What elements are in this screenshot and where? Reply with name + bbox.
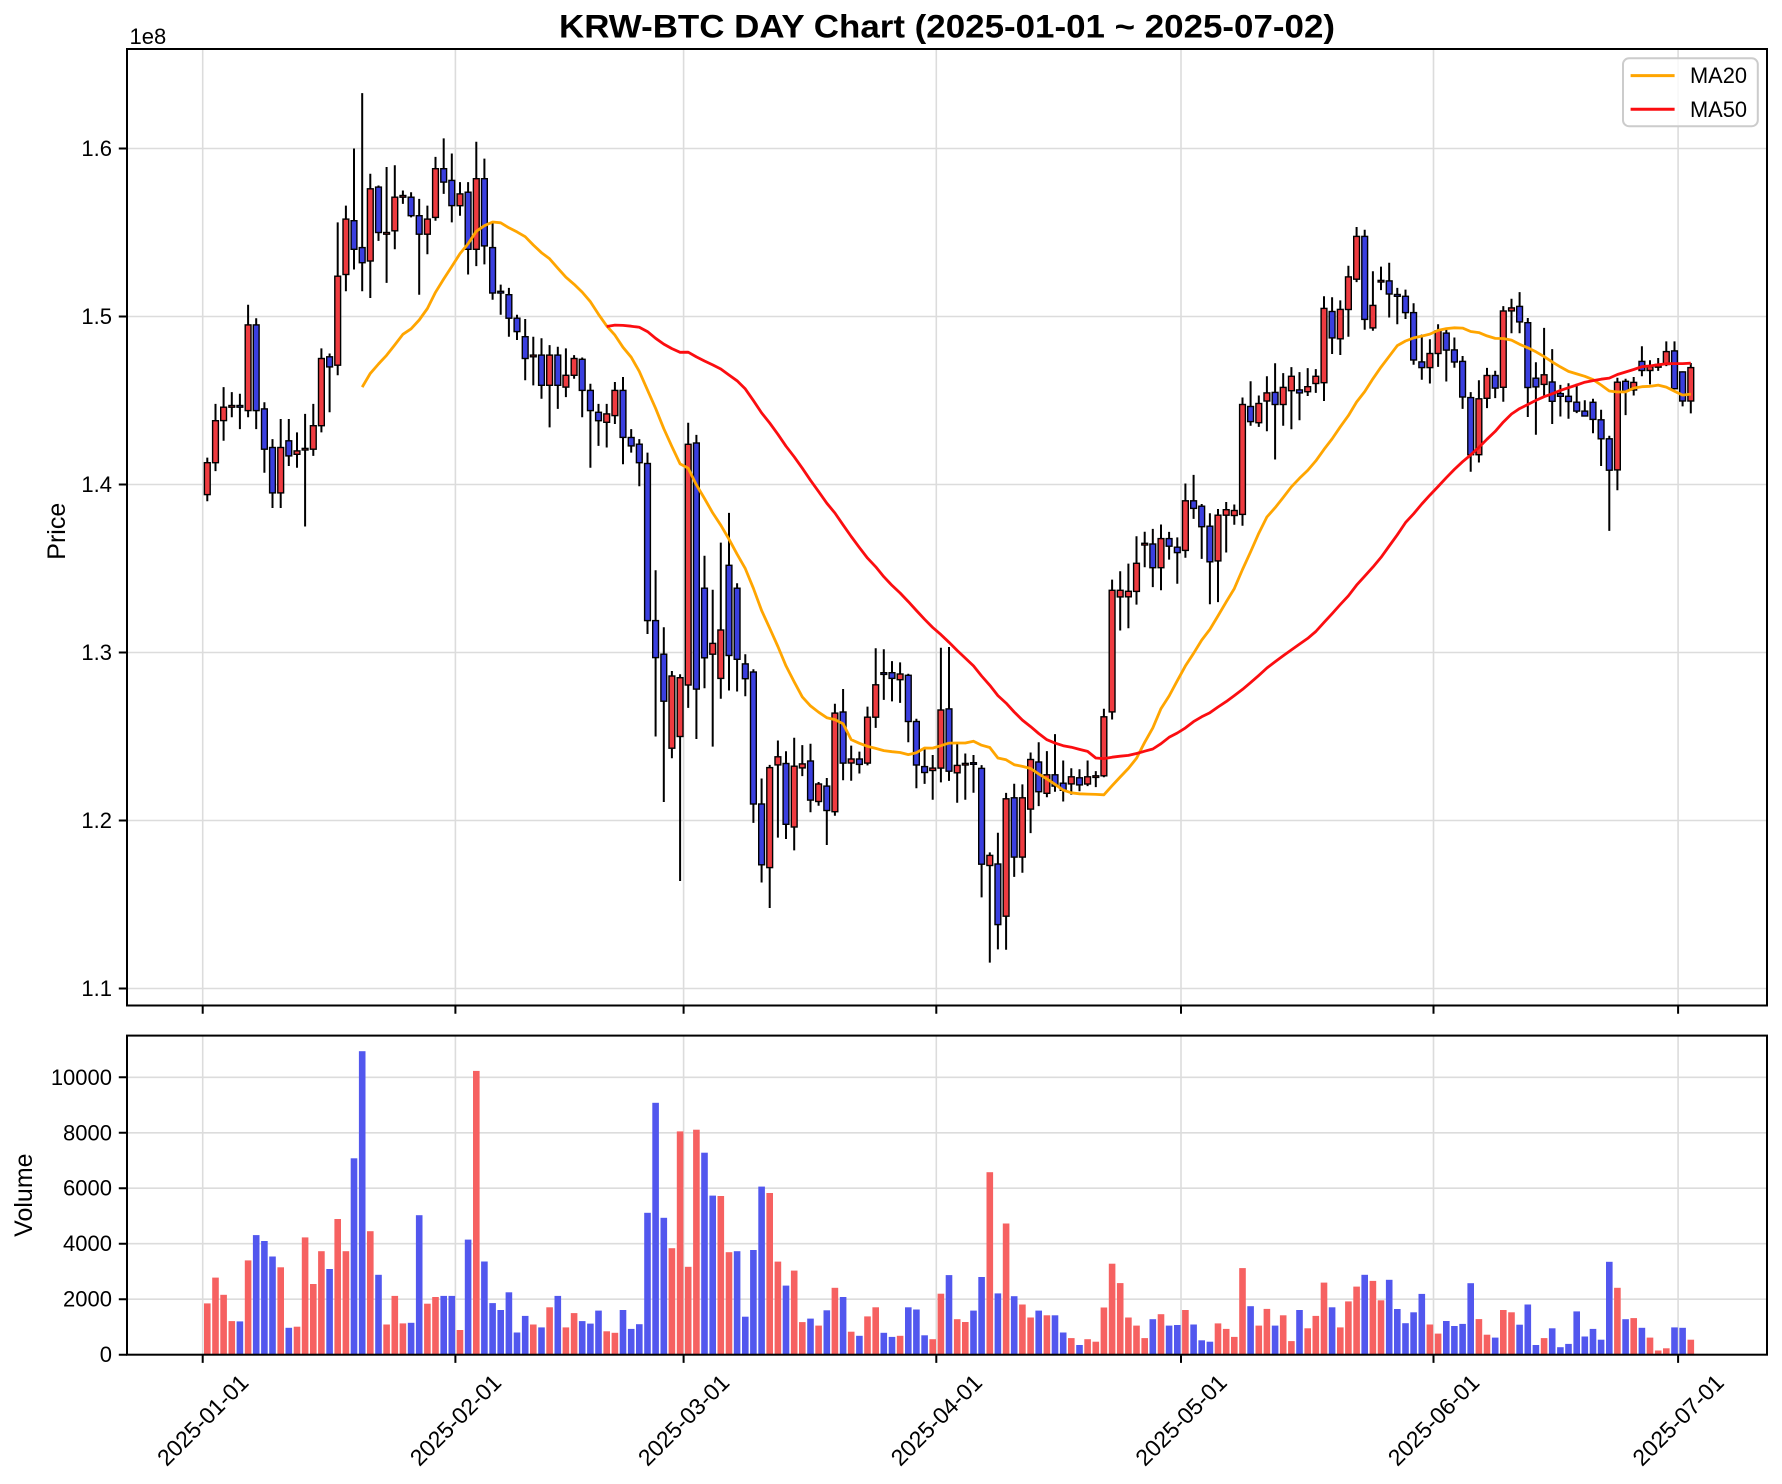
svg-text:4000: 4000 [63, 1231, 112, 1256]
svg-text:1.1: 1.1 [81, 976, 112, 1001]
svg-text:Price: Price [43, 503, 71, 560]
svg-text:1.3: 1.3 [81, 640, 112, 665]
svg-text:8000: 8000 [63, 1120, 112, 1145]
svg-text:MA50: MA50 [1690, 97, 1747, 122]
svg-text:MA20: MA20 [1690, 63, 1747, 88]
svg-text:Volume: Volume [10, 1153, 38, 1236]
svg-text:1.6: 1.6 [81, 136, 112, 161]
svg-text:1.4: 1.4 [81, 472, 112, 497]
svg-text:1e8: 1e8 [130, 24, 167, 49]
svg-text:0: 0 [100, 1342, 112, 1367]
svg-text:KRW-BTC DAY Chart (2025-01-01: KRW-BTC DAY Chart (2025-01-01 ~ 2025-07-… [559, 9, 1335, 45]
svg-text:1.2: 1.2 [81, 808, 112, 833]
svg-text:1.5: 1.5 [81, 304, 112, 329]
svg-text:6000: 6000 [63, 1176, 112, 1201]
svg-text:2000: 2000 [63, 1287, 112, 1312]
svg-text:10000: 10000 [51, 1065, 112, 1090]
